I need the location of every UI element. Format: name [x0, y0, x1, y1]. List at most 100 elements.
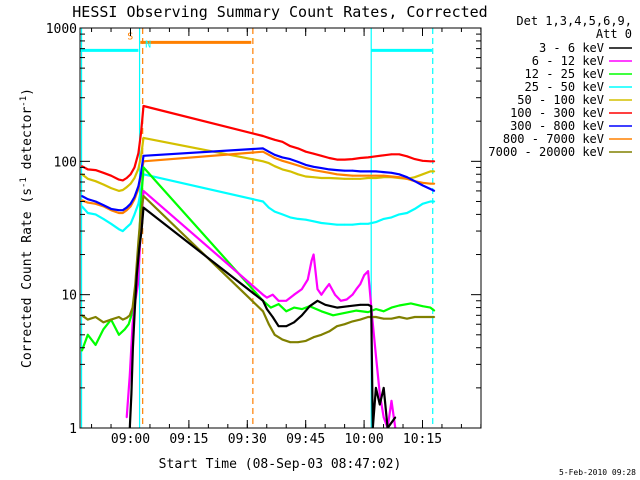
- series-point-2: [375, 308, 377, 310]
- series-point-5: [125, 177, 128, 179]
- series-point-1: [339, 299, 342, 302]
- series-point-3: [110, 222, 112, 225]
- series-point-1: [367, 270, 369, 273]
- series-point-4: [118, 190, 120, 192]
- series-point-3: [86, 212, 89, 214]
- series-point-2: [269, 306, 272, 309]
- series-point-2: [293, 306, 295, 309]
- series-point-8: [273, 333, 276, 336]
- series-point-6: [413, 180, 416, 183]
- series-point-2: [118, 333, 120, 336]
- time-interval-lines: [80, 28, 434, 428]
- series-point-5: [312, 152, 315, 155]
- series-point-3: [81, 205, 83, 208]
- series-point-5: [110, 174, 112, 177]
- series-point-2: [332, 314, 334, 317]
- series-point-6: [367, 170, 369, 173]
- series-point-7: [125, 209, 128, 212]
- series-point-0: [324, 303, 327, 306]
- series-point-1: [334, 293, 336, 296]
- series-point-1: [271, 293, 274, 296]
- legend-label: 3 - 6 keV: [539, 41, 604, 55]
- y-axis-label-part: ): [20, 88, 35, 96]
- series-point-4: [137, 167, 140, 170]
- legend-header-detectors: Det 1,3,4,5,6,9,: [516, 14, 632, 28]
- series-point-1: [359, 283, 362, 285]
- series-point-5: [140, 131, 143, 134]
- series-point-8: [406, 317, 408, 320]
- series-point-7: [121, 212, 124, 214]
- series-point-6: [289, 158, 292, 161]
- y-tick-label: 10: [61, 289, 77, 304]
- x-axis-label: Start Time (08-Sep-03 08:47:02): [159, 457, 402, 472]
- series-point-6: [343, 169, 346, 172]
- series-point-7: [351, 174, 354, 177]
- series-point-4: [343, 177, 346, 180]
- series-point-5: [304, 150, 307, 153]
- series-point-3: [94, 213, 97, 216]
- series-point-1: [301, 288, 303, 290]
- series-point-2: [429, 306, 432, 309]
- series-point-6: [406, 176, 408, 179]
- series-point-8: [139, 213, 142, 216]
- series-point-6: [429, 188, 432, 190]
- plot-frame: [79, 27, 482, 429]
- series-point-7: [433, 182, 436, 185]
- series-point-6: [133, 196, 136, 198]
- series-point-6: [142, 154, 145, 157]
- series-point-3: [137, 202, 140, 205]
- series-point-6: [81, 195, 83, 197]
- series-point-0: [262, 299, 264, 302]
- x-tick-label: 09:30: [228, 432, 267, 447]
- series-point-5: [137, 152, 140, 155]
- series-point-0: [394, 416, 397, 419]
- series-point-8: [304, 340, 307, 342]
- series-point-1: [351, 293, 354, 296]
- series-point-3: [375, 221, 377, 224]
- series-point-0: [285, 325, 288, 328]
- series-point-5: [94, 169, 97, 172]
- series-point-3: [421, 202, 424, 205]
- series-point-1: [363, 274, 366, 277]
- series-point-8: [137, 240, 140, 243]
- series-point-6: [312, 165, 315, 168]
- series-point-4: [281, 168, 284, 171]
- observing-segments: [80, 40, 432, 52]
- series-point-7: [382, 174, 385, 177]
- series-point-7: [328, 171, 331, 174]
- series-point-4: [421, 173, 424, 176]
- series-point-4: [312, 176, 315, 179]
- segment-markers: SN: [127, 31, 151, 50]
- series-point-2: [277, 303, 280, 305]
- series-point-0: [130, 393, 133, 395]
- series-point-7: [421, 181, 424, 184]
- series-point-2: [102, 328, 105, 331]
- legend-label: 7000 - 20000 keV: [488, 145, 604, 159]
- series-point-0: [308, 305, 311, 308]
- series-point-3: [289, 216, 292, 219]
- series-point-5: [367, 156, 369, 159]
- series-point-0: [271, 316, 274, 318]
- series-point-1: [375, 354, 377, 357]
- series-point-4: [133, 177, 136, 179]
- series-point-4: [429, 170, 432, 173]
- series-point-7: [375, 174, 377, 177]
- series-point-1: [128, 374, 131, 376]
- series-point-3: [413, 208, 416, 210]
- series-point-1: [355, 288, 358, 290]
- series-point-4: [110, 187, 112, 190]
- series-point-0: [375, 387, 377, 389]
- series-point-4: [351, 177, 354, 180]
- series-point-7: [118, 212, 120, 214]
- series-point-6: [94, 200, 97, 203]
- series-point-0: [336, 306, 338, 309]
- series-point-7: [129, 205, 132, 208]
- series-point-8: [267, 323, 270, 326]
- series-point-5: [320, 154, 323, 157]
- series-point-3: [281, 213, 284, 216]
- legend-header-attenuator: Att 0: [596, 27, 632, 41]
- series-point-3: [102, 218, 105, 220]
- series-point-1: [345, 298, 348, 301]
- series-point-0: [378, 403, 381, 406]
